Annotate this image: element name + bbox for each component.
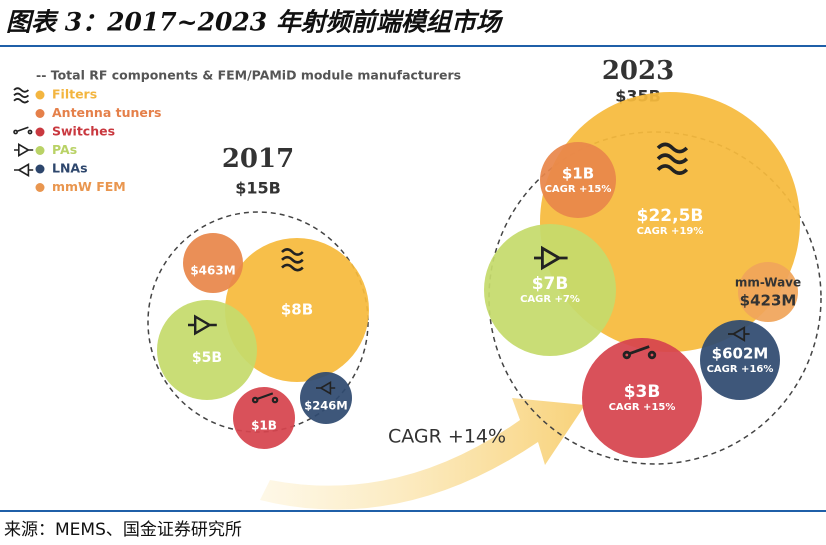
bubble-cagr: CAGR +15% — [609, 402, 676, 413]
bubble-value: $8B — [281, 301, 313, 319]
source: 来源：MEMS、国金证券研究所 — [4, 520, 242, 540]
bubble-cagr: CAGR +15% — [545, 184, 612, 195]
icon — [14, 163, 34, 177]
bubble — [300, 372, 352, 424]
legend-label: Switches — [52, 124, 115, 139]
bubble — [738, 262, 798, 322]
arrow-label: CAGR +14% — [388, 426, 506, 448]
bubble — [700, 320, 780, 400]
icon — [251, 392, 279, 404]
icon — [622, 345, 657, 360]
bubble-value: $602M — [712, 345, 769, 363]
icon — [14, 143, 34, 157]
legend-label: mmW FEM — [52, 179, 126, 194]
legend-heading: -- Total RF components & FEM/PAMiD modul… — [36, 68, 461, 83]
legend-dot — [35, 90, 45, 100]
legend-label: Filters — [52, 87, 97, 102]
icon — [728, 326, 750, 342]
bubble — [157, 300, 257, 400]
bubble-value: $463M — [190, 264, 235, 278]
legend-dot — [35, 127, 45, 137]
bubble-value: $7B — [532, 274, 569, 294]
icon — [13, 87, 30, 104]
bubble-cagr: CAGR +7% — [520, 294, 580, 305]
groups: 2017$15B$8B$463M$5B$1B$246M2023$35B$22,5… — [13, 56, 822, 465]
bubble-value: $1B — [251, 419, 277, 433]
legend-label: LNAs — [52, 161, 88, 176]
legend-label: PAs — [52, 142, 77, 157]
bubble — [183, 233, 243, 293]
bubble — [233, 387, 295, 449]
bubble — [540, 142, 616, 218]
bubble-value: $22,5B — [637, 206, 704, 226]
growth-arrow — [260, 398, 585, 510]
group-outline — [488, 131, 822, 465]
bubble-name: mm-Wave — [735, 276, 801, 290]
bubble — [582, 338, 702, 458]
legend-label: Antenna tuners — [52, 105, 161, 120]
bubble — [484, 224, 616, 356]
bubble-value: $3B — [624, 382, 661, 402]
legend-dot — [35, 164, 45, 174]
icon — [281, 248, 304, 272]
legend-dot — [35, 109, 45, 118]
icon — [534, 245, 568, 271]
bubble-cagr: CAGR +16% — [707, 364, 774, 375]
icon — [13, 126, 33, 135]
bubble-value: $246M — [304, 399, 347, 413]
icon — [316, 381, 336, 395]
bubble-value: $1B — [562, 165, 594, 183]
bubble-cagr: CAGR +19% — [637, 226, 704, 237]
title: 图表 3：2017~2023 年射频前端模组市场 — [6, 8, 504, 37]
legend-dot — [35, 183, 45, 192]
bubble-value: $423M — [740, 292, 797, 310]
group-total: $15B — [235, 179, 281, 198]
legend-dot — [35, 146, 45, 155]
group-year: 2017 — [222, 144, 294, 174]
icon — [656, 142, 689, 175]
group-year: 2023 — [602, 56, 674, 86]
icon — [188, 314, 217, 336]
bubble — [225, 238, 369, 382]
bubble-value: $5B — [192, 350, 222, 366]
